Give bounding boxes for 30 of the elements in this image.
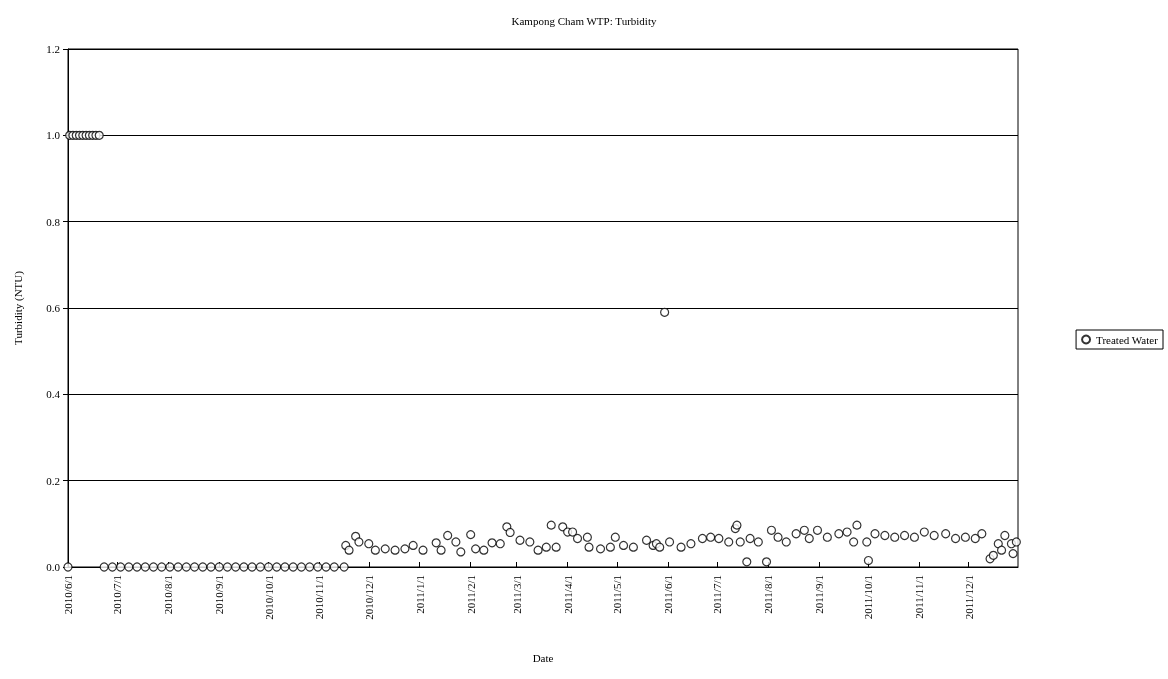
chart-title: Kampong Cham WTP: Turbidity: [511, 14, 657, 27]
x-tick-label: 2011/3/1: [510, 575, 523, 614]
x-tick-label: 2011/7/1: [711, 575, 724, 614]
legend-label: Treated Water: [1096, 333, 1159, 346]
y-tick-label: 0.2: [46, 474, 60, 487]
y-tick-label: 0.0: [46, 561, 61, 573]
y-tick-label: 1.0: [46, 129, 61, 142]
x-axis-title: Date: [532, 651, 554, 664]
y-tick-label: 1.2: [46, 43, 60, 55]
x-tick-label: 2010/8/1: [162, 575, 175, 615]
y-tick-label: 0.8: [46, 215, 61, 228]
x-tick-label: 2010/9/1: [213, 575, 226, 615]
x-tick-label: 2011/9/1: [813, 575, 826, 614]
x-tick-label: 2011/1/1: [413, 575, 426, 614]
y-tick-label: 0.6: [46, 302, 61, 314]
x-tick-label: 2010/7/1: [111, 575, 124, 615]
x-tick-label: 2011/5/1: [610, 575, 623, 614]
y-tick-label: 0.4: [46, 388, 61, 401]
x-tick-label: 2011/8/1: [762, 575, 775, 614]
x-tick-label: 2011/2/1: [464, 575, 477, 614]
x-tick-label: 2011/4/1: [561, 575, 574, 614]
x-tick-label: 2011/6/1: [661, 575, 674, 614]
x-tick-label: 2010/10/1: [262, 575, 275, 620]
x-tick-label: 2011/11/1: [913, 575, 926, 619]
x-tick-label: 2010/11/1: [313, 575, 326, 620]
y-axis-title: Turbidity (NTU): [11, 270, 25, 345]
x-tick-label: 2010/6/1: [62, 575, 74, 615]
x-tick-label: 2011/10/1: [862, 575, 875, 620]
x-tick-label: 2011/12/1: [962, 575, 975, 620]
x-tick-label: 2010/12/1: [362, 575, 375, 620]
